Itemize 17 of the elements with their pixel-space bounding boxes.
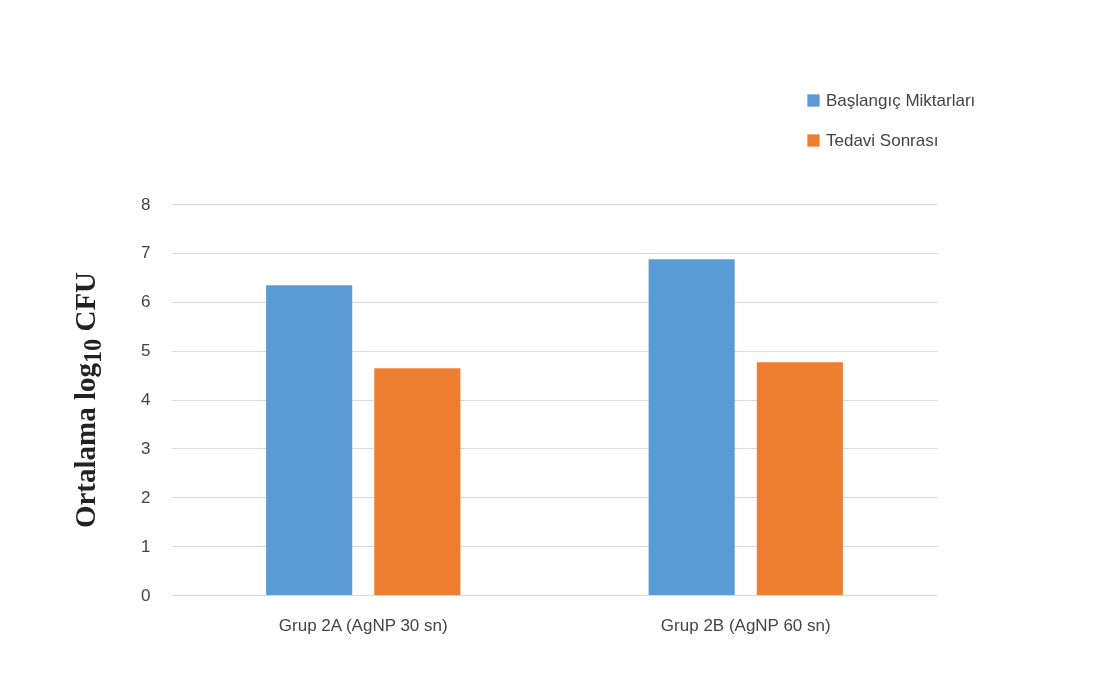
bar bbox=[648, 259, 735, 595]
x-tick-label: Grup 2B (AgNP 60 sn) bbox=[660, 615, 831, 635]
y-tick-label: 8 bbox=[141, 194, 151, 214]
y-tick-label: 4 bbox=[141, 390, 151, 409]
y-tick-label: 0 bbox=[141, 585, 151, 605]
bar bbox=[756, 362, 843, 595]
legend-label: Başlangıç Miktarları bbox=[826, 90, 976, 110]
bar bbox=[374, 368, 461, 595]
y-tick-label: 2 bbox=[141, 487, 151, 507]
y-tick-label: 7 bbox=[141, 243, 151, 263]
legend-label: Tedavi Sonrası bbox=[826, 130, 939, 150]
x-tick-label: Grup 2A (AgNP 30 sn) bbox=[278, 615, 448, 635]
y-tick-label: 6 bbox=[141, 292, 151, 312]
y-tick-label: 5 bbox=[141, 341, 151, 361]
y-tick-label: 3 bbox=[141, 438, 151, 458]
bar bbox=[266, 285, 353, 595]
y-tick-label: 1 bbox=[141, 536, 151, 556]
